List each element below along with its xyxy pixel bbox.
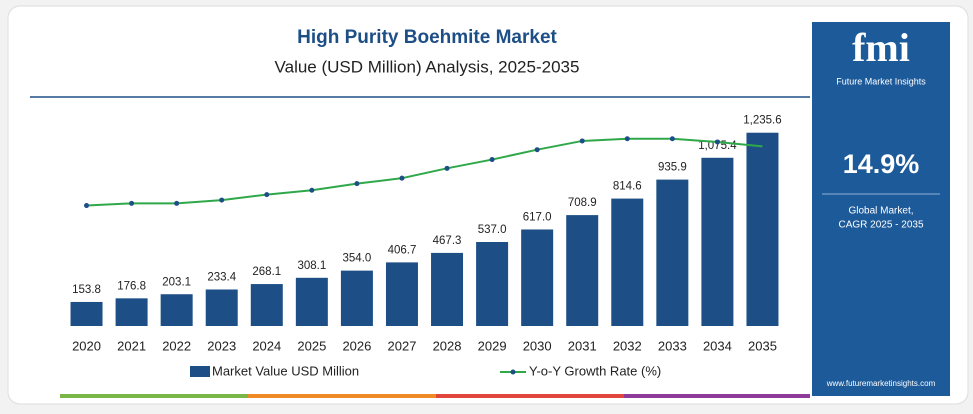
growth-point [354, 181, 360, 187]
bar [611, 198, 644, 326]
x-tick-label: 2035 [748, 338, 777, 353]
growth-point [489, 157, 495, 163]
data-label: 233.4 [207, 272, 236, 284]
growth-point [624, 136, 630, 142]
data-label: 935.9 [658, 162, 687, 174]
bar [160, 294, 193, 326]
data-label: 708.9 [568, 197, 597, 209]
footer-bar [60, 394, 248, 398]
x-tick-label: 2023 [207, 338, 236, 353]
cagr-value: 14.9% [843, 149, 920, 179]
growth-line [86, 137, 763, 207]
growth-point [669, 136, 675, 142]
url: www.futuremarketinsights.com [826, 379, 936, 388]
cagr-label: Global Market, [848, 206, 913, 217]
growth-point [444, 165, 450, 171]
growth-point [534, 147, 540, 153]
x-tick-label: 2034 [703, 338, 732, 353]
data-label: 176.8 [117, 280, 146, 292]
legend-label: Market Value USD Million [212, 363, 359, 378]
bar [70, 301, 103, 326]
data-label: 467.3 [433, 235, 462, 247]
growth-point [309, 187, 315, 193]
brand: Future Market Insights [836, 76, 926, 86]
data-label: 268.1 [252, 266, 281, 278]
data-label: 308.1 [297, 260, 326, 272]
footer-bar [624, 394, 810, 398]
growth-point [714, 139, 720, 145]
data-label: 814.6 [613, 181, 642, 193]
bar [521, 229, 554, 326]
sidebar [812, 22, 950, 396]
bar [295, 277, 328, 326]
data-label: 354.0 [343, 253, 372, 265]
chart-subtitle: Value (USD Million) Analysis, 2025-2035 [275, 57, 580, 76]
x-tick-label: 2020 [72, 338, 101, 353]
bar [566, 215, 599, 326]
bar [746, 132, 779, 326]
footer-bar [436, 394, 624, 398]
legend-label: Y-o-Y Growth Rate (%) [529, 363, 661, 378]
logo: fmi [852, 25, 910, 70]
data-label: 153.8 [72, 284, 101, 296]
growth-point [129, 200, 135, 206]
x-tick-label: 2029 [478, 338, 507, 353]
bar [115, 298, 148, 326]
x-tick-label: 2032 [613, 338, 642, 353]
growth-point [84, 203, 90, 209]
x-tick-label: 2027 [388, 338, 417, 353]
x-tick-label: 2022 [162, 338, 191, 353]
growth-point [264, 192, 270, 198]
chart-title: High Purity Boehmite Market [297, 27, 557, 48]
x-tick-label: 2030 [523, 338, 552, 353]
bar [431, 252, 464, 326]
bar [205, 289, 238, 326]
bar [340, 270, 373, 326]
legend-swatch [510, 369, 516, 375]
bar [701, 157, 734, 326]
growth-point [174, 200, 180, 206]
x-tick-label: 2033 [658, 338, 687, 353]
footer-bar [248, 394, 436, 398]
growth-point [399, 175, 405, 181]
legend-swatch [190, 366, 210, 377]
data-label: 406.7 [388, 244, 417, 256]
bar [476, 241, 509, 326]
x-tick-label: 2028 [433, 338, 462, 353]
growth-point [579, 138, 585, 144]
x-tick-label: 2031 [568, 338, 597, 353]
data-label: 1,235.6 [743, 115, 781, 127]
bar [385, 262, 418, 326]
x-tick-label: 2024 [252, 338, 281, 353]
growth-point [219, 197, 225, 203]
bar [656, 179, 689, 326]
x-tick-label: 2021 [117, 338, 146, 353]
data-label: 537.0 [478, 224, 507, 236]
x-tick-label: 2026 [342, 338, 371, 353]
bar [250, 284, 283, 326]
cagr-label: CAGR 2025 - 2035 [838, 220, 923, 231]
data-label: 203.1 [162, 276, 191, 288]
x-tick-label: 2025 [297, 338, 326, 353]
data-label: 617.0 [523, 212, 552, 224]
